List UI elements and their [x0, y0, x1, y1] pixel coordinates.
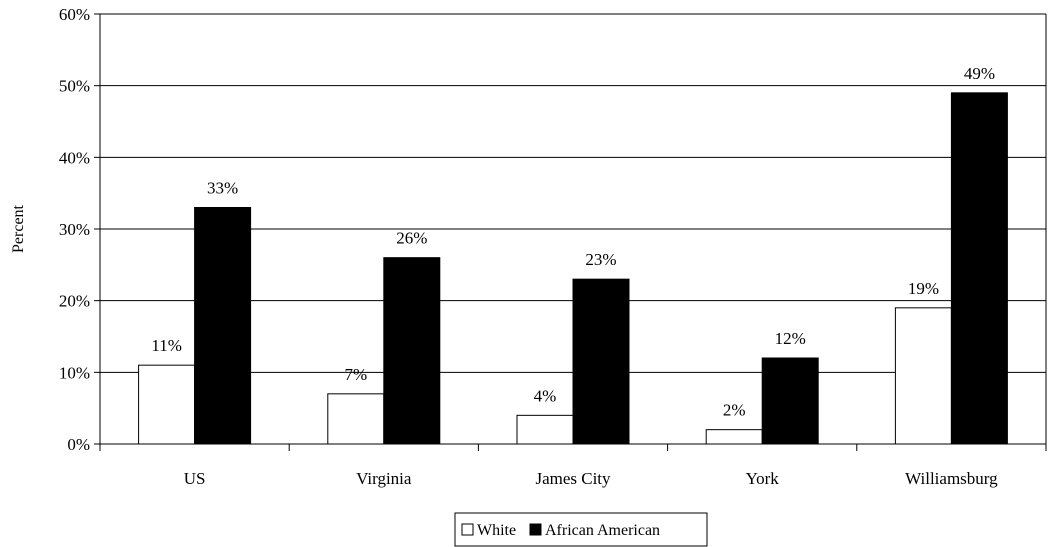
data-label: 4% [534, 386, 557, 405]
bar-white-williamsburg [894, 307, 952, 445]
data-label: 26% [396, 229, 427, 248]
data-label: 7% [344, 365, 367, 384]
bar-african-american-us [194, 207, 252, 445]
x-category-label: Williamsburg [905, 469, 998, 488]
y-tick-label: 40% [59, 148, 90, 167]
legend-label: White [477, 522, 516, 539]
bar-african-american-james-city [572, 278, 630, 445]
bar-white-virginia [327, 393, 385, 445]
bars [138, 92, 1008, 445]
bar-white-york [705, 429, 763, 445]
bar-white-james-city [516, 414, 574, 445]
x-category-label: Virginia [356, 469, 412, 488]
bar-african-american-virginia [383, 257, 441, 445]
x-category-label: York [746, 469, 780, 488]
x-axis-labels: US Virginia James City York Williamsburg [184, 469, 998, 488]
bar-african-american-york [761, 357, 819, 445]
data-label: 2% [723, 401, 746, 420]
legend: White African American [454, 512, 708, 547]
legend-swatch [529, 523, 542, 536]
x-category-label: James City [535, 469, 611, 488]
y-tick-label: 0% [67, 435, 90, 454]
data-label: 19% [908, 279, 939, 298]
y-axis-ticks: 0% 10% 20% 30% 40% 50% 60% [59, 5, 100, 454]
y-tick-label: 20% [59, 292, 90, 311]
data-label: 23% [585, 250, 616, 269]
y-axis-label: Percent [10, 204, 27, 253]
legend-box [454, 512, 708, 547]
legend-label: African American [545, 522, 660, 539]
bar-white-us [138, 364, 196, 445]
y-tick-label: 60% [59, 5, 90, 24]
y-tick-label: 10% [59, 363, 90, 382]
data-label: 33% [207, 179, 238, 198]
y-tick-label: 30% [59, 220, 90, 239]
y-tick-label: 50% [59, 77, 90, 96]
bar-african-american-williamsburg [950, 92, 1008, 445]
x-category-label: US [184, 469, 206, 488]
data-label: 12% [775, 329, 806, 348]
data-labels: 11% 33% 7% 26% 4% 23% 2% 12% 19% 49% [151, 64, 995, 420]
data-label: 49% [964, 64, 995, 83]
data-label: 11% [151, 336, 182, 355]
legend-swatch [461, 523, 474, 536]
